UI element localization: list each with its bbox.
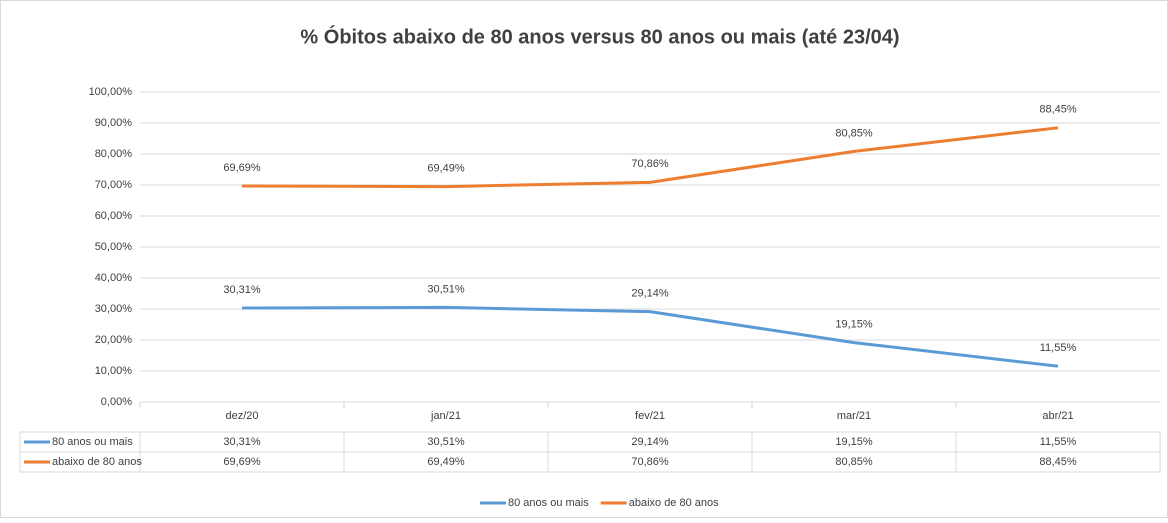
series-line — [241, 126, 1059, 189]
legend-label: abaixo de 80 anos — [629, 497, 719, 509]
y-tick-label: 60,00% — [95, 210, 133, 222]
y-tick-label: 10,00% — [95, 365, 133, 377]
data-label: 30,31% — [223, 284, 261, 296]
data-label: 29,14% — [631, 288, 669, 300]
table-cell: 11,55% — [1040, 436, 1077, 448]
y-tick-label: 20,00% — [95, 334, 133, 346]
y-tick-label: 80,00% — [95, 148, 133, 160]
table-row-header: abaixo de 80 anos — [52, 456, 142, 468]
y-tick-label: 0,00% — [101, 396, 132, 408]
data-label: 70,86% — [631, 158, 669, 170]
series-line — [241, 305, 1059, 368]
data-label: 69,69% — [223, 162, 261, 174]
table-cell: 70,86% — [631, 456, 669, 468]
data-label: 30,51% — [427, 283, 465, 295]
x-tick-label: mar/21 — [837, 410, 871, 422]
y-tick-label: 100,00% — [89, 86, 133, 98]
legend-label: 80 anos ou mais — [508, 497, 589, 509]
chart-title: % Óbitos abaixo de 80 anos versus 80 ano… — [300, 24, 899, 48]
y-tick-label: 70,00% — [95, 179, 133, 191]
y-tick-label: 50,00% — [95, 241, 133, 253]
y-tick-label: 30,00% — [95, 303, 133, 315]
table-cell: 30,31% — [223, 436, 261, 448]
table-cell: 88,45% — [1039, 456, 1077, 468]
x-tick-label: fev/21 — [635, 410, 665, 422]
data-label: 19,15% — [835, 319, 873, 331]
table-cell: 69,49% — [427, 456, 465, 468]
data-label: 80,85% — [835, 127, 873, 139]
table-cell: 19,15% — [835, 436, 873, 448]
x-tick-label: dez/20 — [225, 410, 258, 422]
data-label: 88,45% — [1039, 104, 1077, 116]
table-cell: 80,85% — [835, 456, 873, 468]
data-label: 69,49% — [427, 162, 465, 174]
table-cell: 69,69% — [223, 456, 261, 468]
table-row-header: 80 anos ou mais — [52, 436, 133, 448]
x-tick-label: jan/21 — [430, 410, 461, 422]
table-cell: 29,14% — [631, 436, 669, 448]
table-cell: 30,51% — [427, 436, 465, 448]
x-tick-label: abr/21 — [1042, 410, 1073, 422]
y-tick-label: 90,00% — [95, 117, 133, 129]
y-tick-label: 40,00% — [95, 272, 133, 284]
data-label: 11,55% — [1040, 342, 1077, 354]
